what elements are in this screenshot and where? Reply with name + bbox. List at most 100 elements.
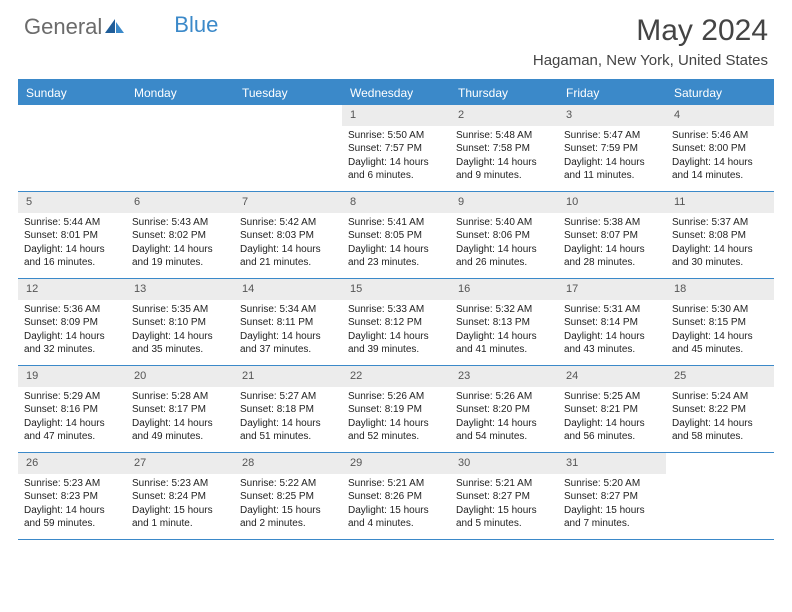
sail-icon xyxy=(104,15,126,41)
sunset: Sunset: 8:15 PM xyxy=(672,316,768,330)
day-number: 4 xyxy=(666,105,774,126)
sunrise: Sunrise: 5:21 AM xyxy=(348,477,444,491)
day-number: 10 xyxy=(558,192,666,213)
sunrise: Sunrise: 5:31 AM xyxy=(564,303,660,317)
weeks-container: 1Sunrise: 5:50 AMSunset: 7:57 PMDaylight… xyxy=(18,105,774,540)
sunset: Sunset: 8:00 PM xyxy=(672,142,768,156)
day-cell: 11Sunrise: 5:37 AMSunset: 8:08 PMDayligh… xyxy=(666,192,774,278)
daylight: Daylight: 14 hours and 11 minutes. xyxy=(564,156,660,183)
daylight: Daylight: 14 hours and 43 minutes. xyxy=(564,330,660,357)
day-body: Sunrise: 5:22 AMSunset: 8:25 PMDaylight:… xyxy=(234,474,342,535)
day-number: 1 xyxy=(342,105,450,126)
day-cell: 21Sunrise: 5:27 AMSunset: 8:18 PMDayligh… xyxy=(234,366,342,452)
day-cell: 24Sunrise: 5:25 AMSunset: 8:21 PMDayligh… xyxy=(558,366,666,452)
sunrise: Sunrise: 5:48 AM xyxy=(456,129,552,143)
day-cell: 30Sunrise: 5:21 AMSunset: 8:27 PMDayligh… xyxy=(450,453,558,539)
daylight: Daylight: 14 hours and 39 minutes. xyxy=(348,330,444,357)
daylight: Daylight: 14 hours and 51 minutes. xyxy=(240,417,336,444)
day-body: Sunrise: 5:32 AMSunset: 8:13 PMDaylight:… xyxy=(450,300,558,361)
day-body: Sunrise: 5:26 AMSunset: 8:19 PMDaylight:… xyxy=(342,387,450,448)
sunrise: Sunrise: 5:50 AM xyxy=(348,129,444,143)
day-cell: 7Sunrise: 5:42 AMSunset: 8:03 PMDaylight… xyxy=(234,192,342,278)
sunset: Sunset: 8:27 PM xyxy=(564,490,660,504)
day-cell: 4Sunrise: 5:46 AMSunset: 8:00 PMDaylight… xyxy=(666,105,774,191)
day-number: 20 xyxy=(126,366,234,387)
sunrise: Sunrise: 5:41 AM xyxy=(348,216,444,230)
sunset: Sunset: 8:06 PM xyxy=(456,229,552,243)
daylight: Daylight: 14 hours and 45 minutes. xyxy=(672,330,768,357)
day-cell: 18Sunrise: 5:30 AMSunset: 8:15 PMDayligh… xyxy=(666,279,774,365)
sunset: Sunset: 8:03 PM xyxy=(240,229,336,243)
day-body: Sunrise: 5:20 AMSunset: 8:27 PMDaylight:… xyxy=(558,474,666,535)
day-body: Sunrise: 5:36 AMSunset: 8:09 PMDaylight:… xyxy=(18,300,126,361)
weekday-header: Friday xyxy=(558,81,666,105)
day-body: Sunrise: 5:31 AMSunset: 8:14 PMDaylight:… xyxy=(558,300,666,361)
sunset: Sunset: 7:58 PM xyxy=(456,142,552,156)
sunrise: Sunrise: 5:21 AM xyxy=(456,477,552,491)
sunrise: Sunrise: 5:46 AM xyxy=(672,129,768,143)
day-body: Sunrise: 5:41 AMSunset: 8:05 PMDaylight:… xyxy=(342,213,450,274)
daylight: Daylight: 14 hours and 59 minutes. xyxy=(24,504,120,531)
day-number: 13 xyxy=(126,279,234,300)
weekday-header: Thursday xyxy=(450,81,558,105)
day-cell: 31Sunrise: 5:20 AMSunset: 8:27 PMDayligh… xyxy=(558,453,666,539)
day-cell: 28Sunrise: 5:22 AMSunset: 8:25 PMDayligh… xyxy=(234,453,342,539)
logo: General Blue xyxy=(24,14,218,40)
sunset: Sunset: 8:09 PM xyxy=(24,316,120,330)
week-row: 26Sunrise: 5:23 AMSunset: 8:23 PMDayligh… xyxy=(18,453,774,540)
day-body: Sunrise: 5:24 AMSunset: 8:22 PMDaylight:… xyxy=(666,387,774,448)
week-row: 12Sunrise: 5:36 AMSunset: 8:09 PMDayligh… xyxy=(18,279,774,366)
week-row: 1Sunrise: 5:50 AMSunset: 7:57 PMDaylight… xyxy=(18,105,774,192)
daylight: Daylight: 15 hours and 5 minutes. xyxy=(456,504,552,531)
day-number: 21 xyxy=(234,366,342,387)
day-number: 30 xyxy=(450,453,558,474)
sunrise: Sunrise: 5:29 AM xyxy=(24,390,120,404)
day-number: 24 xyxy=(558,366,666,387)
sunset: Sunset: 8:25 PM xyxy=(240,490,336,504)
day-number xyxy=(126,105,234,126)
day-body: Sunrise: 5:47 AMSunset: 7:59 PMDaylight:… xyxy=(558,126,666,187)
weekday-header: Monday xyxy=(126,81,234,105)
sunset: Sunset: 8:16 PM xyxy=(24,403,120,417)
day-number: 6 xyxy=(126,192,234,213)
daylight: Daylight: 14 hours and 54 minutes. xyxy=(456,417,552,444)
day-number: 27 xyxy=(126,453,234,474)
sunset: Sunset: 8:02 PM xyxy=(132,229,228,243)
sunrise: Sunrise: 5:20 AM xyxy=(564,477,660,491)
sunrise: Sunrise: 5:37 AM xyxy=(672,216,768,230)
sunset: Sunset: 8:18 PM xyxy=(240,403,336,417)
sunset: Sunset: 8:23 PM xyxy=(24,490,120,504)
week-row: 5Sunrise: 5:44 AMSunset: 8:01 PMDaylight… xyxy=(18,192,774,279)
day-body: Sunrise: 5:29 AMSunset: 8:16 PMDaylight:… xyxy=(18,387,126,448)
day-body: Sunrise: 5:44 AMSunset: 8:01 PMDaylight:… xyxy=(18,213,126,274)
day-body: Sunrise: 5:35 AMSunset: 8:10 PMDaylight:… xyxy=(126,300,234,361)
daylight: Daylight: 14 hours and 16 minutes. xyxy=(24,243,120,270)
day-number: 7 xyxy=(234,192,342,213)
day-number: 23 xyxy=(450,366,558,387)
sunrise: Sunrise: 5:24 AM xyxy=(672,390,768,404)
day-body: Sunrise: 5:21 AMSunset: 8:26 PMDaylight:… xyxy=(342,474,450,535)
sunset: Sunset: 8:07 PM xyxy=(564,229,660,243)
day-cell xyxy=(126,105,234,191)
day-cell: 20Sunrise: 5:28 AMSunset: 8:17 PMDayligh… xyxy=(126,366,234,452)
sunrise: Sunrise: 5:25 AM xyxy=(564,390,660,404)
daylight: Daylight: 14 hours and 37 minutes. xyxy=(240,330,336,357)
day-number: 16 xyxy=(450,279,558,300)
day-body: Sunrise: 5:33 AMSunset: 8:12 PMDaylight:… xyxy=(342,300,450,361)
sunrise: Sunrise: 5:26 AM xyxy=(456,390,552,404)
daylight: Daylight: 14 hours and 32 minutes. xyxy=(24,330,120,357)
weekday-header: Saturday xyxy=(666,81,774,105)
sunset: Sunset: 8:05 PM xyxy=(348,229,444,243)
sunrise: Sunrise: 5:43 AM xyxy=(132,216,228,230)
weekday-header: Wednesday xyxy=(342,81,450,105)
month-title: May 2024 xyxy=(533,14,768,48)
day-number: 5 xyxy=(18,192,126,213)
day-number: 28 xyxy=(234,453,342,474)
sunrise: Sunrise: 5:28 AM xyxy=(132,390,228,404)
day-cell: 15Sunrise: 5:33 AMSunset: 8:12 PMDayligh… xyxy=(342,279,450,365)
day-cell: 13Sunrise: 5:35 AMSunset: 8:10 PMDayligh… xyxy=(126,279,234,365)
sunset: Sunset: 8:21 PM xyxy=(564,403,660,417)
sunset: Sunset: 8:22 PM xyxy=(672,403,768,417)
day-body: Sunrise: 5:48 AMSunset: 7:58 PMDaylight:… xyxy=(450,126,558,187)
daylight: Daylight: 14 hours and 30 minutes. xyxy=(672,243,768,270)
